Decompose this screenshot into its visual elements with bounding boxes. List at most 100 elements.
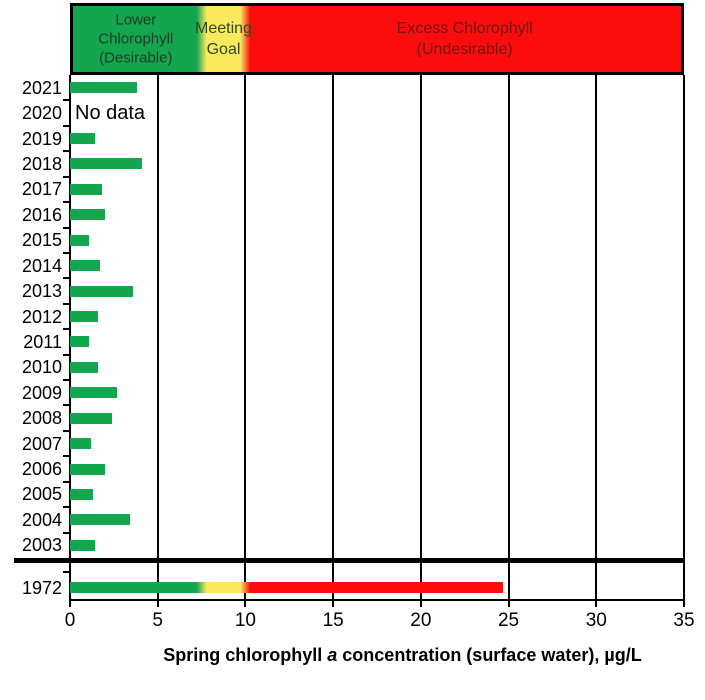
x-tick-label-15: 15 [322, 610, 344, 631]
x-axis-title-italic-a: a [327, 645, 338, 665]
year-label-1972: 1972 [21, 578, 62, 598]
x-axis-title-post: concentration (surface water), µg/L [337, 645, 642, 665]
y-axis-tick [63, 571, 70, 573]
bar-2005 [70, 488, 93, 500]
x-axis-tick [244, 601, 247, 607]
x-tick-label-30: 30 [585, 610, 607, 631]
bar-2014 [70, 260, 100, 272]
bar-2011 [70, 336, 90, 348]
y-axis-tick [63, 455, 70, 458]
year-label-2003: 2003 [21, 535, 62, 556]
bar-2010 [70, 361, 99, 373]
year-label-2012: 2012 [21, 306, 62, 327]
y-axis-tick [63, 124, 70, 127]
zone-label-line: Chlorophyll [98, 30, 174, 48]
gridline-x-20 [419, 75, 422, 601]
zone-label-line: Lower [115, 11, 157, 29]
bar-2019 [70, 133, 95, 145]
x-axis-tick [332, 601, 335, 607]
y-axis-tick [63, 277, 70, 280]
year-label-2009: 2009 [21, 382, 62, 403]
x-axis-tick [156, 601, 159, 607]
zone-label-line: Excess Chlorophyll [396, 20, 533, 37]
year-label-2006: 2006 [21, 459, 62, 480]
x-axis-title-pre: Spring chlorophyll [163, 645, 328, 665]
bar-2015 [70, 234, 90, 246]
zone-label-lower-chlorophyll: Lower Chlorophyll (Desirable) [98, 11, 173, 68]
year-label-2019: 2019 [21, 128, 62, 149]
year-label-2014: 2014 [21, 255, 62, 276]
year-label-2021: 2021 [21, 77, 62, 98]
x-tick-label-0: 0 [64, 610, 76, 631]
bar-2003 [70, 539, 95, 551]
y-axis-tick [63, 531, 70, 534]
gridline-x-30 [595, 75, 598, 601]
no-data-label: No data [75, 102, 146, 125]
year-label-2018: 2018 [21, 153, 62, 174]
zone-header-band: Lower Chlorophyll (Desirable) Meeting Goal Ex… [70, 3, 684, 75]
y-axis-tick [63, 175, 70, 178]
bar-2016 [70, 209, 106, 221]
year-label-2015: 2015 [21, 230, 62, 251]
x-axis-tick [69, 601, 71, 607]
y-axis-tick [63, 150, 70, 153]
x-tick-label-20: 20 [410, 610, 432, 631]
y-axis-tick [63, 379, 70, 382]
axis-break-separator [14, 558, 684, 563]
gridline-x-35 [683, 75, 685, 601]
x-tick-label-10: 10 [234, 610, 256, 631]
bar-2009 [70, 387, 118, 399]
zone-label-line: Goal [206, 41, 241, 58]
gridline-x-15 [332, 75, 335, 601]
year-label-2004: 2004 [21, 509, 62, 530]
year-label-2007: 2007 [21, 433, 62, 454]
y-axis-tick [63, 404, 70, 407]
x-axis-tick [419, 601, 422, 607]
bar-1972 [70, 582, 504, 593]
bar-2007 [70, 438, 92, 450]
zone-label-meeting-goal: Meeting Goal [195, 18, 252, 60]
x-axis-tick [595, 601, 598, 607]
x-axis-line [69, 599, 685, 601]
year-label-2020: 2020 [21, 103, 62, 124]
y-axis-tick [63, 99, 70, 102]
zone-label-line: (Desirable) [99, 49, 173, 67]
y-axis-tick [63, 506, 70, 509]
bar-2012 [70, 311, 99, 322]
gridline-x-5 [156, 75, 159, 601]
year-label-2005: 2005 [21, 484, 62, 505]
year-label-2016: 2016 [21, 204, 62, 225]
y-axis-tick [63, 302, 70, 305]
bar-2021 [70, 82, 137, 94]
y-axis-tick [63, 226, 70, 229]
zone-label-line: (Undesirable) [416, 41, 513, 58]
y-axis-tick [63, 353, 70, 356]
bar-2013 [70, 285, 134, 297]
x-axis-tick [683, 601, 685, 607]
x-tick-label-25: 25 [497, 610, 520, 631]
bar-2008 [70, 412, 113, 424]
y-axis-tick [63, 328, 70, 331]
year-label-2008: 2008 [21, 408, 62, 429]
year-label-2011: 2011 [23, 331, 62, 352]
year-label-2010: 2010 [21, 357, 62, 378]
year-label-2017: 2017 [21, 179, 62, 200]
year-label-2013: 2013 [21, 281, 62, 302]
x-axis-title: Spring chlorophyll a concentration (surf… [100, 645, 705, 666]
x-tick-label-35: 35 [673, 610, 695, 631]
zone-label-excess-chlorophyll: Excess Chlorophyll (Undesirable) [397, 18, 533, 60]
x-axis-tick [507, 601, 510, 607]
x-tick-label-5: 5 [152, 610, 163, 631]
y-axis-tick [63, 251, 70, 254]
bar-2004 [70, 514, 130, 526]
gridline-x-10 [244, 75, 247, 601]
y-axis-tick [63, 201, 70, 204]
y-axis-tick [63, 480, 70, 483]
bar-2006 [70, 463, 106, 475]
bar-2018 [70, 158, 142, 170]
gridline-x-25 [507, 75, 510, 601]
bar-2017 [70, 183, 102, 195]
zone-label-line: Meeting [195, 20, 252, 37]
y-axis-tick [63, 429, 70, 432]
